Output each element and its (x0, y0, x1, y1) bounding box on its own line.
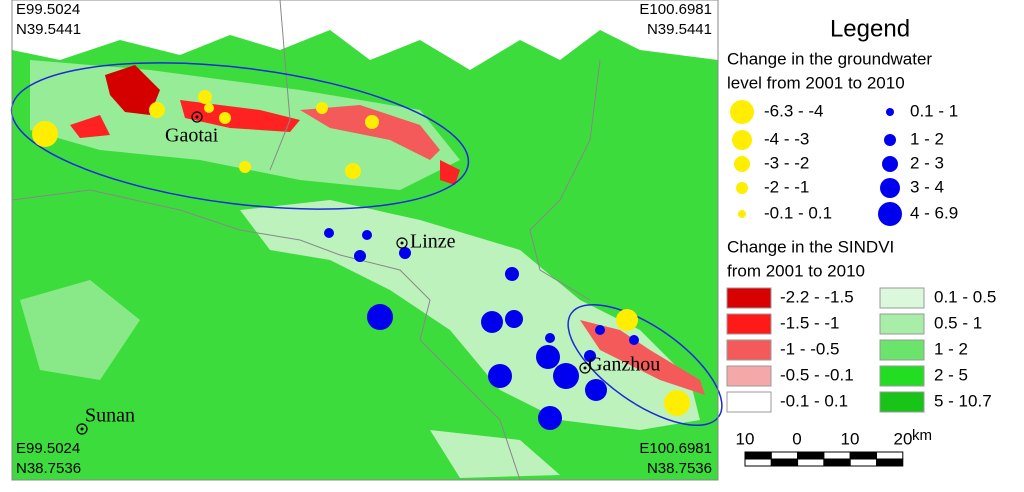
legend-label: 4 - 6.9 (910, 203, 958, 222)
legend-label: 5 - 10.7 (934, 391, 992, 410)
legend-label: 0.5 - 1 (934, 313, 982, 332)
scale-label: 20 (894, 429, 913, 448)
legend-label: 0.1 - 1 (910, 101, 958, 120)
place-name: Sunan (85, 405, 135, 427)
legend-section-title: level from 2001 to 2010 (727, 73, 905, 92)
legend-label: 1 - 2 (910, 129, 944, 148)
legend-label: -3 - -2 (764, 153, 809, 172)
scale-unit: km (912, 427, 932, 444)
scale-segment (823, 451, 851, 460)
legend: Legend Change in the groundwater level fro… (726, 15, 996, 467)
corner-coordinate: E100.6981 (639, 1, 712, 18)
legend-label: -0.1 - 0.1 (780, 391, 848, 410)
legend-swatch (879, 339, 925, 361)
legend-swatch (726, 339, 772, 361)
legend-label: -2 - -1 (764, 177, 809, 196)
legend-label: -4 - -3 (764, 129, 809, 148)
legend-symbol (732, 130, 752, 150)
scale-segment (876, 458, 904, 467)
legend-swatch (879, 391, 925, 413)
legend-symbol (880, 178, 900, 198)
corner-coordinate: E99.5024 (16, 440, 80, 457)
map (10, 0, 723, 481)
map-labels: E99.5024 N39.5441 E100.6981 N39.5441 E99.502… (16, 1, 712, 477)
scale-segment (876, 451, 904, 460)
scale-segment (744, 458, 772, 467)
place-name: Ganzhou (588, 354, 660, 376)
legend-label: 2 - 3 (910, 153, 944, 172)
corner-coordinate: E100.6981 (639, 440, 712, 457)
corner-coordinate: N38.7536 (16, 460, 81, 477)
legend-swatch (726, 287, 772, 309)
place-name: Linze (410, 231, 456, 253)
legend-title: Legend (830, 15, 910, 42)
legend-section-title: Change in the SINDVI (727, 237, 894, 256)
legend-label: 0.1 - 0.5 (934, 287, 996, 306)
place-marker-dot (400, 241, 404, 245)
corner-coordinate: N39.5441 (16, 21, 81, 38)
legend-label: 3 - 4 (910, 177, 944, 196)
legend-symbol (886, 108, 894, 116)
scale-segment (849, 451, 878, 460)
legend-swatch (726, 391, 772, 413)
place-marker (396, 237, 408, 249)
outside-area (12, 0, 718, 70)
groundwater-decrease-sites (32, 90, 690, 416)
scale-segment (744, 451, 772, 460)
scale-label: 0 (792, 429, 801, 448)
scale-segment (770, 451, 799, 460)
scale-label: 10 (736, 429, 755, 448)
legend-swatch (879, 287, 925, 309)
legend-swatch (726, 313, 772, 335)
legend-label: -0.5 - -0.1 (780, 365, 854, 384)
legend-swatch (726, 365, 772, 387)
legend-symbol (738, 210, 746, 218)
place-marker-dot (583, 366, 587, 370)
legend-symbol (736, 182, 748, 194)
map-frame (11, 0, 719, 481)
legend-label: 1 - 2 (934, 339, 968, 358)
groundwater-increase-sites (324, 228, 639, 430)
scale-segment (770, 458, 799, 467)
legend-section-title: from 2001 to 2010 (727, 261, 865, 280)
scale-segment (849, 458, 878, 467)
scale-segment (797, 458, 825, 467)
legend-section-title: Change in the groundwater (727, 49, 932, 68)
corner-coordinate: E99.5024 (16, 1, 80, 18)
legend-label: -2.2 - -1.5 (780, 287, 854, 306)
legend-label: -0.1 - 0.1 (764, 203, 832, 222)
corner-coordinate: N39.5441 (647, 21, 712, 38)
legend-label: 2 - 5 (934, 365, 968, 384)
legend-label: -1 - -0.5 (780, 339, 840, 358)
place-marker (191, 111, 203, 123)
corner-coordinate: N38.7536 (647, 460, 712, 477)
place-marker-dot (80, 427, 84, 431)
place-marker (76, 423, 88, 435)
place-name: Gaotai (165, 125, 219, 147)
legend-swatch (879, 365, 925, 387)
place-marker-dot (195, 115, 199, 119)
legend-symbol (882, 156, 898, 172)
legend-label: -1.5 - -1 (780, 313, 840, 332)
scale-label: 10 (841, 429, 860, 448)
legend-symbol (734, 156, 750, 172)
county-boundaries (11, 0, 601, 481)
legend-symbol (730, 100, 754, 124)
legend-symbol (884, 134, 896, 146)
legend-swatch (879, 313, 925, 335)
place-marker (579, 362, 591, 374)
legend-label: -6.3 - -4 (764, 101, 824, 120)
scale-segment (823, 458, 851, 467)
scale-segment (797, 451, 825, 460)
legend-symbol (878, 202, 902, 226)
